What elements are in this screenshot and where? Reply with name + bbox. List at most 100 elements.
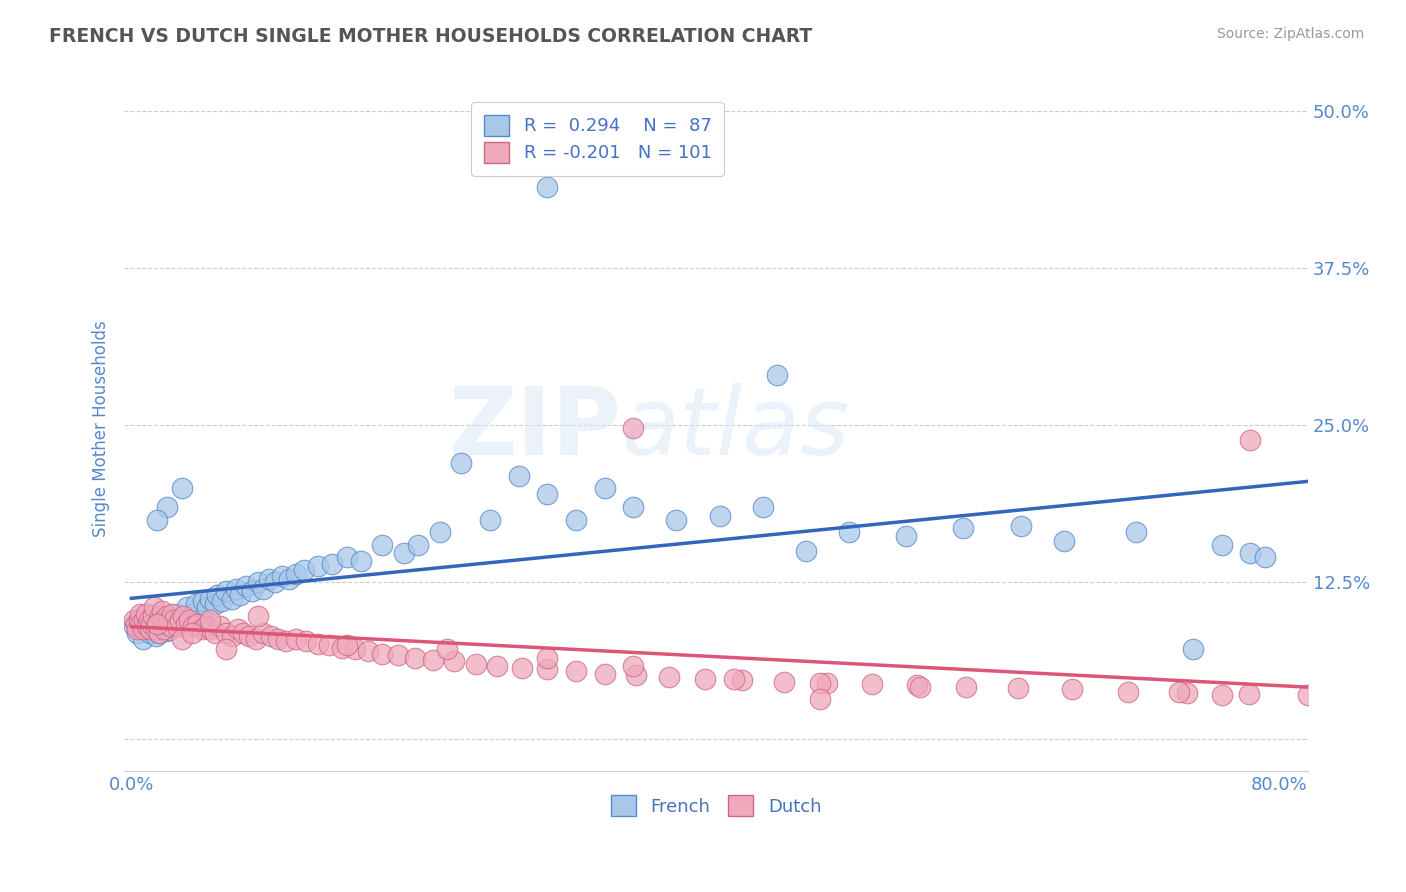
- Point: [252, 625, 274, 640]
- Point: [132, 632, 155, 646]
- Point: [153, 618, 176, 632]
- Point: [141, 616, 163, 631]
- Point: [623, 659, 645, 673]
- Point: [508, 468, 530, 483]
- Point: [860, 677, 883, 691]
- Point: [808, 675, 831, 690]
- Point: [794, 544, 817, 558]
- Point: [170, 481, 193, 495]
- Point: [267, 632, 290, 646]
- Point: [344, 641, 367, 656]
- Point: [536, 179, 558, 194]
- Point: [215, 584, 238, 599]
- Point: [335, 550, 357, 565]
- Point: [186, 616, 208, 631]
- Point: [179, 613, 201, 627]
- Point: [146, 619, 169, 633]
- Point: [200, 591, 222, 606]
- Point: [292, 563, 315, 577]
- Point: [1010, 519, 1032, 533]
- Point: [263, 575, 285, 590]
- Point: [245, 632, 267, 646]
- Point: [176, 600, 198, 615]
- Point: [565, 665, 588, 679]
- Point: [141, 619, 163, 633]
- Point: [626, 668, 648, 682]
- Point: [357, 644, 380, 658]
- Point: [510, 661, 533, 675]
- Point: [200, 613, 222, 627]
- Point: [1118, 684, 1140, 698]
- Point: [536, 662, 558, 676]
- Point: [838, 525, 860, 540]
- Point: [145, 622, 167, 636]
- Point: [955, 680, 977, 694]
- Point: [246, 609, 269, 624]
- Point: [593, 667, 616, 681]
- Point: [135, 607, 157, 621]
- Point: [148, 625, 170, 640]
- Point: [138, 613, 160, 627]
- Point: [1211, 538, 1233, 552]
- Point: [387, 648, 409, 662]
- Point: [221, 591, 243, 606]
- Point: [172, 609, 194, 624]
- Point: [565, 512, 588, 526]
- Point: [766, 368, 789, 383]
- Point: [235, 579, 257, 593]
- Point: [392, 546, 415, 560]
- Text: FRENCH VS DUTCH SINGLE MOTHER HOUSEHOLDS CORRELATION CHART: FRENCH VS DUTCH SINGLE MOTHER HOUSEHOLDS…: [49, 27, 813, 45]
- Point: [200, 622, 222, 636]
- Point: [181, 619, 204, 633]
- Point: [211, 594, 233, 608]
- Point: [166, 619, 188, 633]
- Point: [623, 421, 645, 435]
- Point: [238, 629, 260, 643]
- Point: [723, 672, 745, 686]
- Point: [907, 678, 929, 692]
- Point: [184, 597, 207, 611]
- Point: [157, 613, 180, 627]
- Point: [709, 508, 731, 523]
- Point: [131, 615, 153, 630]
- Point: [285, 566, 308, 581]
- Point: [278, 572, 301, 586]
- Y-axis label: Single Mother Households: Single Mother Households: [93, 320, 110, 537]
- Legend: French, Dutch: French, Dutch: [603, 788, 828, 823]
- Point: [1237, 687, 1260, 701]
- Point: [318, 638, 340, 652]
- Point: [177, 613, 200, 627]
- Point: [1167, 684, 1189, 698]
- Point: [160, 619, 183, 633]
- Point: [128, 613, 150, 627]
- Point: [225, 582, 247, 596]
- Point: [136, 622, 159, 636]
- Point: [271, 569, 294, 583]
- Point: [350, 554, 373, 568]
- Point: [232, 625, 254, 640]
- Point: [808, 692, 831, 706]
- Point: [1296, 689, 1319, 703]
- Point: [156, 500, 179, 514]
- Point: [1211, 689, 1233, 703]
- Point: [321, 557, 343, 571]
- Point: [422, 653, 444, 667]
- Point: [443, 655, 465, 669]
- Point: [156, 609, 179, 624]
- Point: [128, 616, 150, 631]
- Point: [142, 609, 165, 624]
- Point: [145, 629, 167, 643]
- Point: [163, 613, 186, 627]
- Point: [1175, 686, 1198, 700]
- Point: [150, 612, 173, 626]
- Point: [136, 619, 159, 633]
- Point: [429, 525, 451, 540]
- Point: [157, 623, 180, 637]
- Point: [134, 613, 156, 627]
- Point: [221, 629, 243, 643]
- Text: ZIP: ZIP: [449, 383, 621, 475]
- Point: [125, 616, 148, 631]
- Point: [207, 588, 229, 602]
- Point: [215, 625, 238, 640]
- Text: atlas: atlas: [621, 383, 849, 474]
